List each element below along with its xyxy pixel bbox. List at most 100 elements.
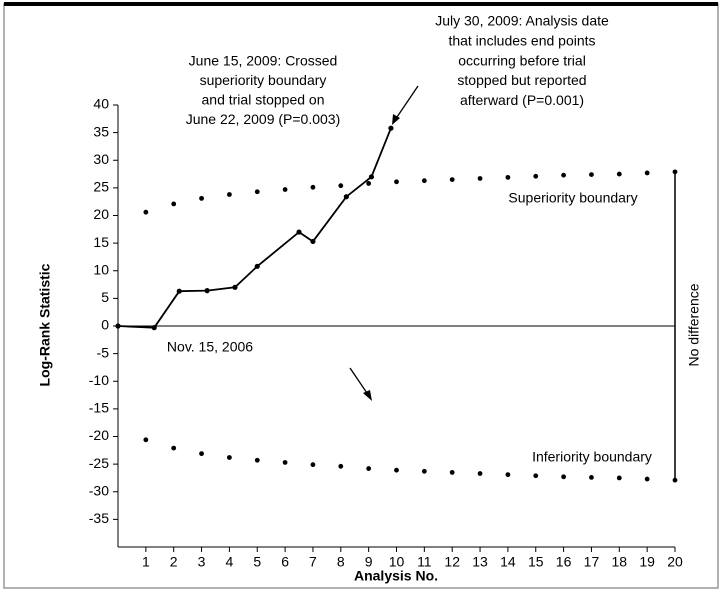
y-tick-label: -25 [89,455,109,471]
boundary-point [477,176,483,181]
y-tick-label: 10 [93,261,109,277]
x-tick-label: 2 [170,554,178,570]
x-tick-label: 10 [389,554,405,570]
boundary-point [561,474,566,480]
annotation: occurring before trial [458,52,586,68]
annotation: No difference [686,283,702,366]
y-tick-label: -5 [97,344,110,360]
y-tick-label: 15 [93,234,109,250]
arrowhead [392,114,400,125]
boundary-point [616,171,622,177]
boundary-point [533,473,539,479]
boundary-point [282,460,288,465]
data-point [388,125,394,131]
boundary-point [672,477,678,483]
boundary-point [421,468,427,474]
x-tick-label: 9 [365,554,373,570]
data-point [254,263,260,269]
x-tick-label: 5 [253,554,261,570]
arrowhead [363,390,372,401]
boundary-point [254,457,260,463]
y-tick-label: 25 [93,179,109,195]
x-tick-label: 18 [612,554,628,570]
annotation: July 30, 2009: Analysis date [435,13,609,29]
series-label: Superiority boundary [508,190,637,206]
boundary-point [199,451,204,457]
boundary-point [338,463,344,469]
x-tick-label: 7 [309,554,317,570]
boundary-point [394,179,399,185]
data-point [232,284,238,290]
boundary-point [254,189,260,195]
top-rule [4,2,718,6]
x-tick-label: 17 [584,554,600,570]
boundary-point [589,172,594,178]
arrow [394,85,419,121]
x-tick-label: 8 [337,554,345,570]
data-point [151,325,157,331]
boundary-point [533,173,539,179]
boundary-point [199,195,204,201]
x-tick-label: 19 [639,554,655,570]
boundary-point [282,187,288,192]
boundary-point [227,455,232,460]
x-tick-label: 14 [500,554,516,570]
boundary-point [421,178,427,184]
arrow [349,367,370,397]
y-tick-label: -30 [89,482,109,498]
x-axis-label: Analysis No. [354,568,438,584]
data-point [343,194,349,200]
y-axis-label: Log-Rank Statistic [37,263,53,386]
data-point [368,174,375,180]
x-tick-label: 13 [472,554,488,570]
boundary-point [171,445,177,451]
boundary-point [561,172,566,178]
x-tick-label: 4 [226,554,234,570]
series-label: Inferiority boundary [532,449,652,465]
y-tick-label: 20 [93,206,109,222]
boundary-point [143,209,149,215]
y-tick-label: 0 [101,317,109,333]
boundary-point [644,170,650,176]
boundary-point [644,476,650,482]
boundary-point [589,474,594,480]
annotation: superiority boundary [200,72,327,88]
boundary-point [366,466,372,471]
data-point [204,288,210,294]
annotation: June 15, 2009: Crossed [189,53,338,69]
annotation: that includes end points [448,33,595,49]
data-point [310,238,316,245]
boundary-point [449,177,455,182]
boundary-point [366,181,372,186]
y-tick-label: 40 [93,96,109,112]
boundary-point [505,174,511,180]
boundary-point [310,462,316,468]
boundary-point [616,475,622,481]
boundary-point [449,470,455,475]
boundary-point [143,437,149,443]
annotation: Nov. 15, 2006 [167,339,253,355]
boundary-point [338,183,344,189]
boundary-point [477,471,483,476]
x-tick-label: 3 [198,554,206,570]
y-tick-label: 5 [101,289,109,305]
data-point [176,288,182,294]
annotation: June 22, 2009 (P=0.003) [186,111,341,127]
x-tick-label: 6 [281,554,289,570]
y-tick-label: 35 [93,123,109,139]
x-tick-label: 1 [142,554,150,570]
frame [3,3,719,589]
x-tick-label: 20 [667,554,683,570]
y-tick-label: -10 [89,372,109,388]
data-point [115,323,121,329]
data-point [296,229,302,235]
x-tick-label: 16 [556,554,572,570]
x-tick-label: 15 [528,554,544,570]
y-tick-label: -20 [89,427,109,443]
boundary-point [505,472,511,478]
x-tick-label: 11 [417,554,432,570]
boundary-point [227,192,232,197]
boundary-point [394,467,399,473]
annotation: afterward (P=0.001) [460,92,584,108]
